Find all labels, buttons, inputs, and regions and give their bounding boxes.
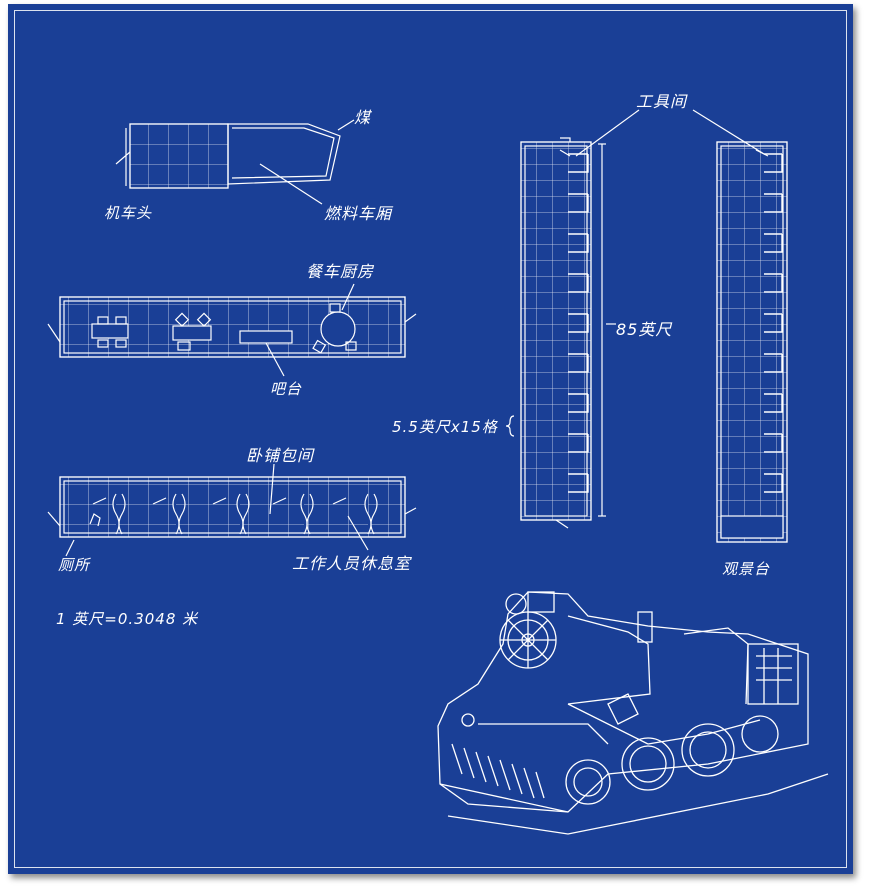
tender-label: 燃料车厢 <box>324 204 393 223</box>
locomotive-label: 机车头 <box>104 204 153 222</box>
unit-conversion-note: 1 英尺=0.3048 米 <box>56 610 199 628</box>
blueprint-sheet: 煤 机车头 燃料车厢 餐车厨房 吧台 卧铺包间 厕所 工作人员休息室 1 英尺=… <box>8 4 853 874</box>
blueprint-drawing <box>47 109 829 835</box>
bar-label: 吧台 <box>270 380 303 398</box>
sleeper-compartment-label: 卧铺包间 <box>246 446 315 465</box>
tool-room-label: 工具间 <box>636 92 688 111</box>
locomotive-plan <box>115 123 229 189</box>
observation-deck-label: 观景台 <box>722 560 771 578</box>
blueprint-frame <box>14 10 847 868</box>
long-car-1-plan <box>505 109 640 529</box>
sleeper-car-plan <box>47 463 417 557</box>
coal-label: 煤 <box>354 108 372 127</box>
staff-lounge-label: 工作人员休息室 <box>292 554 412 573</box>
dining-car-plan <box>47 283 417 377</box>
grid-scale-label: 5.5英尺x15格 <box>392 418 498 436</box>
tender-plan <box>227 119 355 205</box>
steam-locomotive-sketch <box>437 591 829 835</box>
length-dimension-label: 85英尺 <box>616 320 673 339</box>
dining-kitchen-label: 餐车厨房 <box>306 262 375 281</box>
toilet-label: 厕所 <box>58 556 91 574</box>
long-car-2-plan <box>692 109 788 543</box>
